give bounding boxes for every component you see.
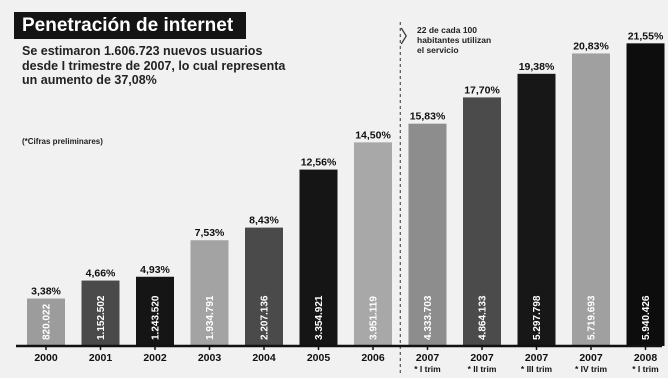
bar-value-label: 4,66% xyxy=(86,268,116,280)
x-tick-label: 2006 xyxy=(361,352,385,364)
x-axis: 2000 2001 2002 2003 2004 2005 2006 2007* I trim… xyxy=(16,344,662,374)
x-tick-label: 2007 xyxy=(470,352,494,364)
bar-value-label: 17,70% xyxy=(464,84,500,96)
bar-value-label: 3,38% xyxy=(31,286,61,298)
bar-value-label: 14,50% xyxy=(355,129,391,141)
bar-users-label: 5.297.798 xyxy=(532,295,543,340)
bar-value-label: 19,38% xyxy=(519,61,555,73)
bar-value-label: 20,83% xyxy=(573,40,609,52)
bar-users-label: 1.152.502 xyxy=(96,295,107,340)
bar-users-label: 4.333.703 xyxy=(423,295,434,340)
preliminary-note: (*Cifras preliminares) xyxy=(22,137,103,146)
bar-value-label: 21,55% xyxy=(628,30,664,42)
bar-users-label: 1.934.791 xyxy=(205,295,216,340)
x-tick-label: 2007 xyxy=(525,352,549,364)
bar-value-label: 15,83% xyxy=(410,111,446,123)
bar xyxy=(136,276,174,346)
trimester-divider xyxy=(399,22,407,376)
x-tick-label: 2007 xyxy=(579,352,603,364)
x-tick-label: 2000 xyxy=(34,352,58,364)
x-tick-label: 2002 xyxy=(143,352,167,364)
bar xyxy=(190,240,229,346)
title-background xyxy=(14,12,246,39)
callout-pointer xyxy=(400,27,407,45)
chart-title: Penetración de internet xyxy=(22,15,234,36)
x-tick-label: 2001 xyxy=(89,352,113,364)
x-subtick-label: * II trim xyxy=(468,364,497,374)
bar xyxy=(245,227,283,346)
x-tick-label: 2003 xyxy=(198,352,222,364)
x-tick-label: 2004 xyxy=(252,352,276,364)
bar-value-label: 7,53% xyxy=(195,227,225,239)
x-tick-label: 2008 xyxy=(634,352,658,364)
bar-users-label: 5.719.693 xyxy=(587,295,598,340)
bar xyxy=(299,169,338,346)
x-subtick-label: * IV trim xyxy=(575,364,608,374)
bar xyxy=(463,97,501,346)
bar-value-label: 8,43% xyxy=(249,215,279,227)
chart-subtitle: Se estimaron 1.606.723 nuevos usuarios d… xyxy=(22,44,286,87)
bar-value-label: 12,56% xyxy=(301,157,337,169)
x-tick-label: 2005 xyxy=(307,352,331,364)
bars-group: 3,38% 820.022 4,66% 1.152.502 4,93% 1.243.520… xyxy=(27,30,665,346)
x-subtick-label: * I trim xyxy=(632,364,659,374)
bar-users-label: 3.354.921 xyxy=(314,295,325,340)
bar-users-label: 1.243.520 xyxy=(151,295,162,340)
bar xyxy=(626,43,665,346)
bar xyxy=(572,53,610,346)
annotation-callout: 22 de cada 100 habitantes utilizan el se… xyxy=(417,25,492,55)
x-subtick-label: * I trim xyxy=(414,364,441,374)
x-tick-label: 2007 xyxy=(416,352,440,364)
bar xyxy=(27,298,65,346)
x-subtick-label: * III trim xyxy=(521,364,553,374)
bar xyxy=(408,123,447,346)
bar xyxy=(81,280,120,346)
bar-value-label: 4,93% xyxy=(140,264,170,276)
bar-users-label: 2.207.136 xyxy=(260,295,271,340)
bar-users-label: 820.022 xyxy=(42,303,53,340)
bar xyxy=(517,73,556,346)
bar-users-label: 5.940.426 xyxy=(641,295,652,340)
bar-users-label: 4.864.133 xyxy=(478,295,489,340)
bar-users-label: 3.951.119 xyxy=(369,296,380,340)
bar xyxy=(354,142,392,346)
